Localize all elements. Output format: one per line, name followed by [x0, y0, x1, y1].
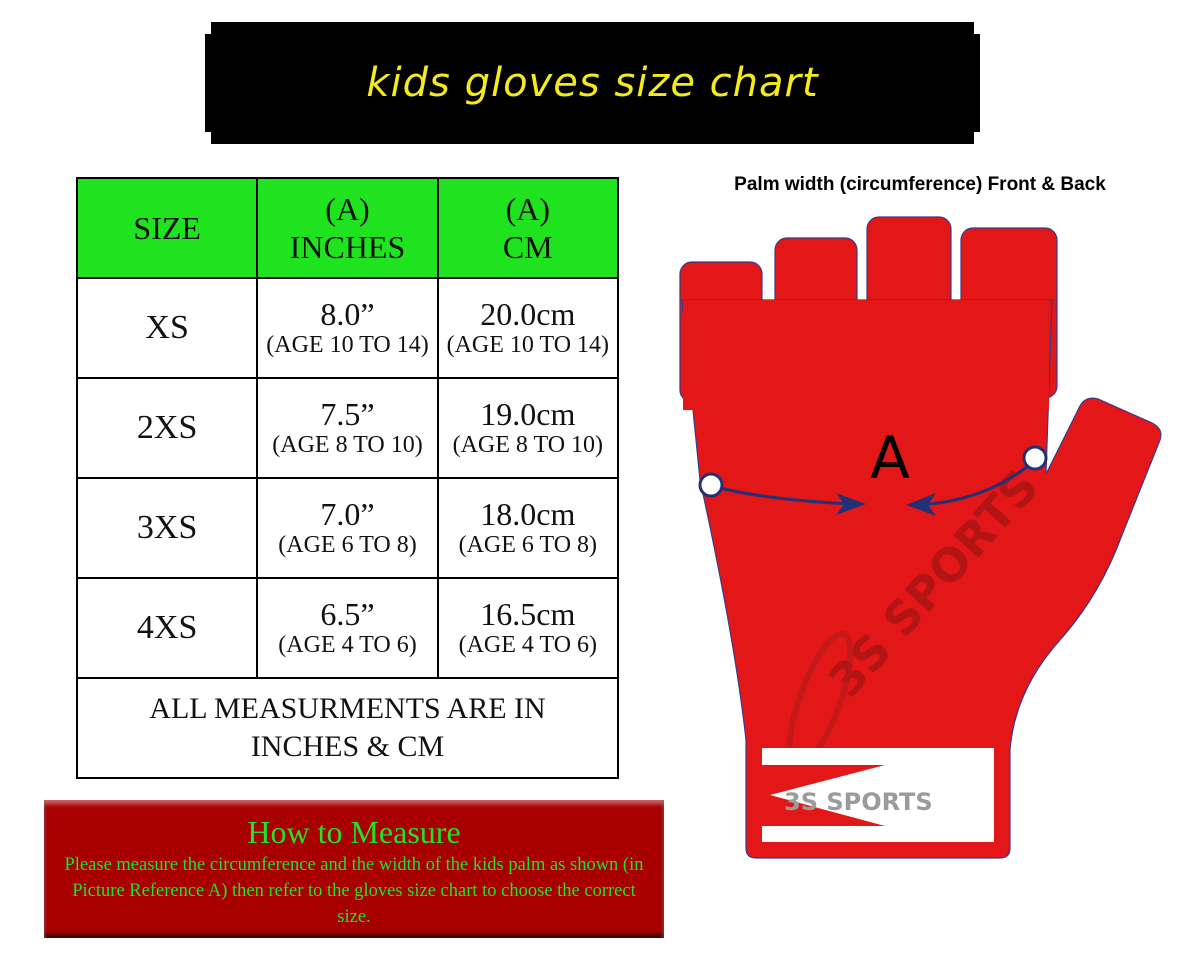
table-row: 3XS 7.0” (AGE 6 TO 8) 18.0cm (AGE 6 TO 8): [75, 477, 620, 579]
wrist-label-patch: [762, 748, 994, 842]
inches-cell: 8.0” (AGE 10 TO 14): [256, 277, 439, 379]
measure-arrows: [719, 458, 1036, 507]
header-size: SIZE: [75, 177, 259, 279]
how-to-measure-text: Please measure the circumference and the…: [64, 855, 644, 927]
glove-fill: [683, 300, 1049, 410]
table-footer-row: ALL MEASURMENTS ARE IN INCHES & CM: [76, 677, 619, 779]
table-row: 2XS 7.5” (AGE 8 TO 10) 19.0cm (AGE 8 TO 10…: [75, 377, 620, 479]
size-table: SIZE (A) INCHES (A) CM XS 8.0” (AGE 10 TO 1…: [75, 177, 620, 779]
swoosh: [762, 765, 885, 826]
table-header-row: SIZE (A) INCHES (A) CM: [75, 177, 620, 279]
inches-cell: 6.5” (AGE 4 TO 6): [256, 577, 439, 679]
how-to-measure-box: How to Measure Please measure the circum…: [44, 800, 664, 938]
wrist-logo-text: 3S SPORTS: [784, 788, 933, 816]
size-cell: 4XS: [75, 577, 259, 679]
size-cell: 3XS: [75, 477, 259, 579]
inches-cell: 7.0” (AGE 6 TO 8): [256, 477, 439, 579]
header-inches: (A) INCHES: [256, 177, 439, 279]
size-cell: 2XS: [75, 377, 259, 479]
cm-cell: 19.0cm (AGE 8 TO 10): [436, 377, 620, 479]
header-cm: (A) CM: [436, 177, 620, 279]
cm-cell: 16.5cm (AGE 4 TO 6): [436, 577, 620, 679]
cm-cell: 20.0cm (AGE 10 TO 14): [436, 277, 620, 379]
table-row: XS 8.0” (AGE 10 TO 14) 20.0cm (AGE 10 TO 1…: [75, 277, 620, 379]
size-cell: XS: [75, 277, 259, 379]
measure-point-right: [1022, 445, 1048, 471]
inches-cell: 7.5” (AGE 8 TO 10): [256, 377, 439, 479]
marker-a: A: [870, 424, 910, 492]
arrow-right-head: [836, 493, 866, 515]
table-footer: ALL MEASURMENTS ARE IN INCHES & CM: [76, 677, 619, 779]
palm-width-label: Palm width (circumference) Front & Back: [734, 174, 1106, 195]
table-row: 4XS 6.5” (AGE 4 TO 6) 16.5cm (AGE 4 TO 6): [75, 577, 620, 679]
arrow-left-head: [906, 493, 936, 516]
measure-point-left: [698, 472, 724, 498]
how-to-measure-title: How to Measure: [247, 814, 461, 850]
page-title: kids gloves size chart: [366, 60, 819, 106]
cm-cell: 18.0cm (AGE 6 TO 8): [436, 477, 620, 579]
title-banner: kids gloves size chart: [205, 22, 980, 144]
